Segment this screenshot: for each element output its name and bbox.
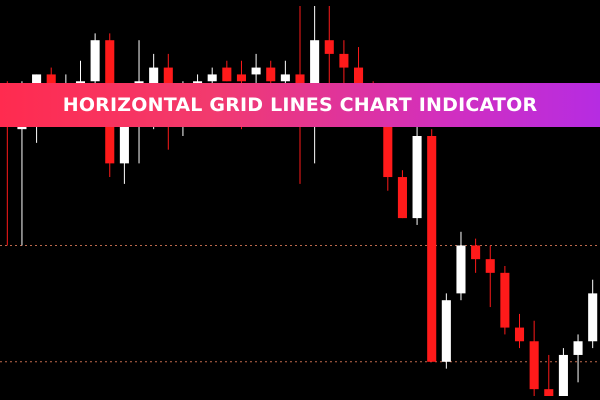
candle-body	[558, 354, 568, 396]
title-banner: HORIZONTAL GRID LINES CHART INDICATOR	[0, 83, 600, 127]
candle-body	[471, 245, 481, 260]
candle-16	[222, 60, 232, 82]
candle-body	[573, 341, 583, 355]
candle-41	[588, 279, 598, 349]
candle-28	[397, 170, 407, 219]
candle-30	[427, 129, 437, 362]
candle-body	[514, 327, 525, 342]
candle-31	[441, 293, 451, 369]
candle-body	[222, 67, 232, 82]
candle-body	[280, 74, 290, 82]
candle-body	[163, 67, 173, 89]
candle-body	[90, 40, 100, 82]
candle-body	[46, 74, 56, 89]
candle-38	[544, 354, 554, 396]
candle-body	[251, 67, 261, 75]
candle-32	[456, 231, 466, 301]
candle-body	[339, 53, 349, 68]
candles	[2, 6, 598, 396]
candle-body	[544, 389, 554, 396]
candle-body	[500, 272, 510, 328]
candle-40	[573, 334, 583, 383]
candle-body	[266, 67, 276, 82]
candle-36	[514, 313, 525, 349]
candle-body	[441, 300, 451, 362]
candle-39	[558, 348, 568, 396]
candle-35	[500, 266, 510, 335]
candle-body	[529, 341, 539, 390]
candle-body	[354, 67, 364, 89]
grid-lines	[0, 244, 600, 363]
candle-body	[236, 74, 246, 82]
candle-body	[412, 136, 422, 219]
candle-body	[324, 40, 334, 54]
candle-29	[412, 122, 422, 225]
candle-body	[427, 136, 437, 362]
banner-title: HORIZONTAL GRID LINES CHART INDICATOR	[62, 94, 538, 116]
candle-34	[485, 245, 495, 308]
candle-body	[383, 108, 393, 178]
candle-37	[529, 320, 539, 396]
candle-body	[310, 40, 320, 95]
candle-body	[588, 293, 598, 342]
candle-body	[149, 67, 159, 89]
candle-33	[471, 238, 481, 273]
candle-23	[324, 6, 334, 89]
candle-body	[119, 101, 129, 164]
candle-body	[456, 245, 466, 294]
candle-body	[485, 259, 495, 273]
candle-body	[397, 177, 407, 219]
candle-body	[207, 74, 217, 82]
